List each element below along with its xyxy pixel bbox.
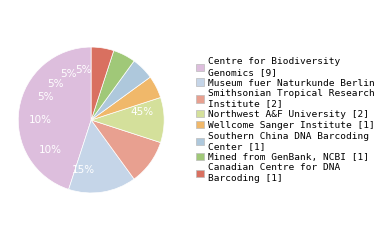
- Text: 45%: 45%: [130, 107, 153, 117]
- Wedge shape: [91, 61, 150, 120]
- Wedge shape: [91, 77, 161, 120]
- Wedge shape: [91, 97, 164, 143]
- Wedge shape: [91, 51, 134, 120]
- Wedge shape: [18, 47, 91, 189]
- Legend: Centre for Biodiversity
Genomics [9], Museum fuer Naturkunde Berlin [3], Smithso: Centre for Biodiversity Genomics [9], Mu…: [196, 57, 380, 183]
- Text: 10%: 10%: [38, 145, 62, 155]
- Text: 5%: 5%: [75, 65, 92, 75]
- Text: 5%: 5%: [60, 70, 76, 79]
- Text: 15%: 15%: [72, 165, 95, 175]
- Wedge shape: [91, 47, 114, 120]
- Text: 5%: 5%: [47, 79, 63, 89]
- Text: 5%: 5%: [38, 92, 54, 102]
- Text: 10%: 10%: [28, 115, 52, 125]
- Wedge shape: [69, 120, 134, 193]
- Wedge shape: [91, 120, 161, 179]
